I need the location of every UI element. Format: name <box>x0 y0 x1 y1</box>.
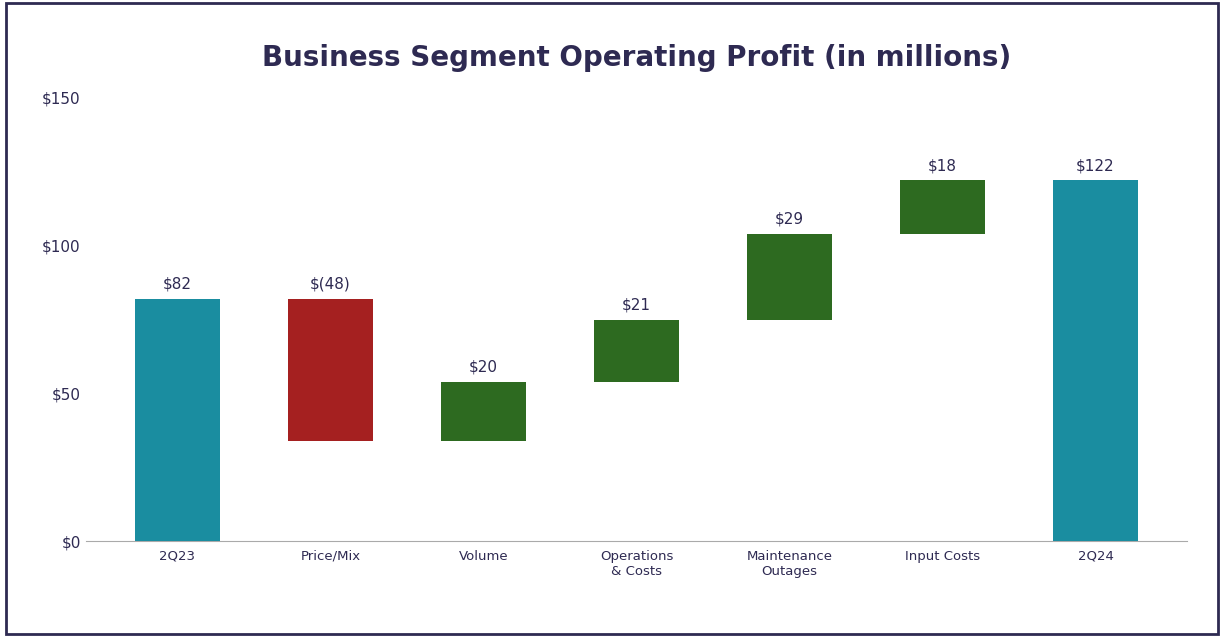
Bar <box>442 382 525 441</box>
Text: $18: $18 <box>928 158 957 173</box>
Bar <box>901 180 984 234</box>
Bar <box>1054 180 1137 541</box>
Text: $29: $29 <box>775 211 804 226</box>
Bar <box>289 299 372 441</box>
Bar <box>136 299 219 541</box>
Text: $82: $82 <box>163 276 192 291</box>
Bar <box>595 320 678 382</box>
Bar <box>748 234 831 320</box>
Title: Business Segment Operating Profit (in millions): Business Segment Operating Profit (in mi… <box>262 44 1011 72</box>
Text: $(48): $(48) <box>310 276 351 291</box>
Text: $21: $21 <box>622 297 651 312</box>
Text: $122: $122 <box>1076 158 1115 173</box>
Text: $20: $20 <box>469 359 498 375</box>
